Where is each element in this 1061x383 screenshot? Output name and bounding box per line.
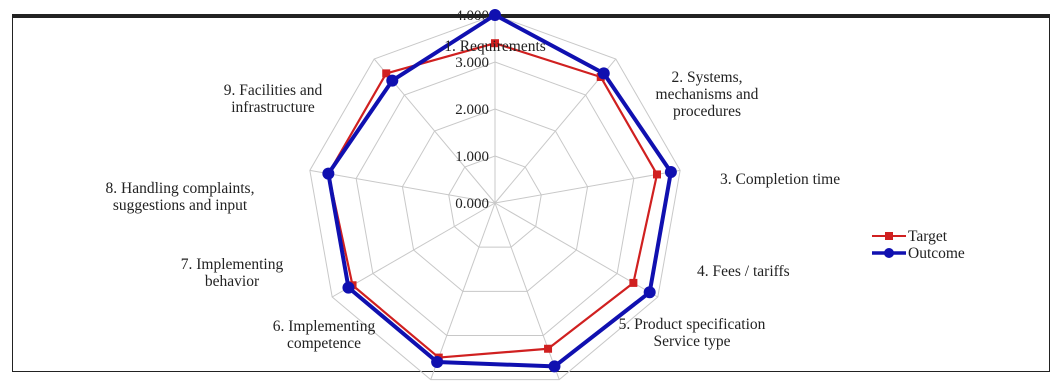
legend-label: Outcome bbox=[908, 245, 965, 262]
grid-ring bbox=[355, 61, 635, 336]
data-point bbox=[643, 286, 656, 299]
category-label: 6. Implementing competence bbox=[273, 318, 376, 352]
radar-series bbox=[322, 9, 677, 373]
data-point bbox=[664, 165, 677, 178]
data-point bbox=[629, 278, 638, 287]
data-point bbox=[548, 360, 561, 373]
data-point bbox=[489, 9, 501, 21]
grid-spoke bbox=[494, 58, 617, 204]
grid-spoke bbox=[430, 202, 496, 380]
tick-label: 1.000 bbox=[455, 149, 489, 165]
category-label: 5. Product specification Service type bbox=[619, 316, 766, 350]
category-label: 1. Requirements bbox=[444, 38, 546, 55]
category-label: 3. Completion time bbox=[720, 171, 840, 188]
legend-marker bbox=[884, 248, 894, 258]
series-outcome bbox=[322, 9, 677, 373]
legend-item-target: Target bbox=[872, 228, 948, 245]
category-labels: 1. Requirements 2. Systems, mechanisms and… bbox=[106, 38, 841, 352]
grid-ring bbox=[401, 108, 589, 292]
data-point bbox=[597, 67, 610, 80]
category-label: 7. Implementing behavior bbox=[181, 256, 284, 290]
frame-top-rule bbox=[13, 15, 1049, 18]
series-line bbox=[326, 13, 673, 369]
tick-label: 3.000 bbox=[455, 55, 489, 71]
data-point bbox=[491, 39, 499, 48]
grid-spoke bbox=[309, 169, 496, 204]
radial-tick-labels: 0.000 1.000 2.000 3.000 4.000 bbox=[455, 8, 489, 212]
data-point bbox=[431, 355, 444, 368]
chart-frame bbox=[12, 14, 1050, 372]
data-point bbox=[653, 170, 662, 179]
grid-ring bbox=[309, 14, 681, 381]
category-label: 8. Handling complaints, suggestions and i… bbox=[106, 180, 255, 214]
tick-label: 0.000 bbox=[455, 196, 489, 212]
legend-marker bbox=[885, 232, 893, 240]
grid-ring bbox=[448, 155, 542, 248]
category-label: 9. Facilities and infrastructure bbox=[224, 82, 323, 116]
data-point bbox=[386, 74, 399, 87]
data-point bbox=[322, 167, 335, 180]
grid-spoke bbox=[494, 169, 681, 204]
legend-label: Target bbox=[908, 228, 948, 245]
category-label: 4. Fees / tariffs bbox=[697, 263, 790, 280]
data-point bbox=[544, 344, 553, 353]
series-line bbox=[327, 42, 659, 359]
tick-label: 2.000 bbox=[455, 102, 489, 118]
category-label: 2. Systems, mechanisms and procedures bbox=[656, 69, 759, 120]
grid-spoke bbox=[331, 202, 496, 298]
tick-label: 4.000 bbox=[455, 8, 489, 24]
data-point bbox=[382, 69, 391, 78]
data-point bbox=[342, 281, 355, 294]
legend-item-outcome: Outcome bbox=[872, 245, 965, 262]
